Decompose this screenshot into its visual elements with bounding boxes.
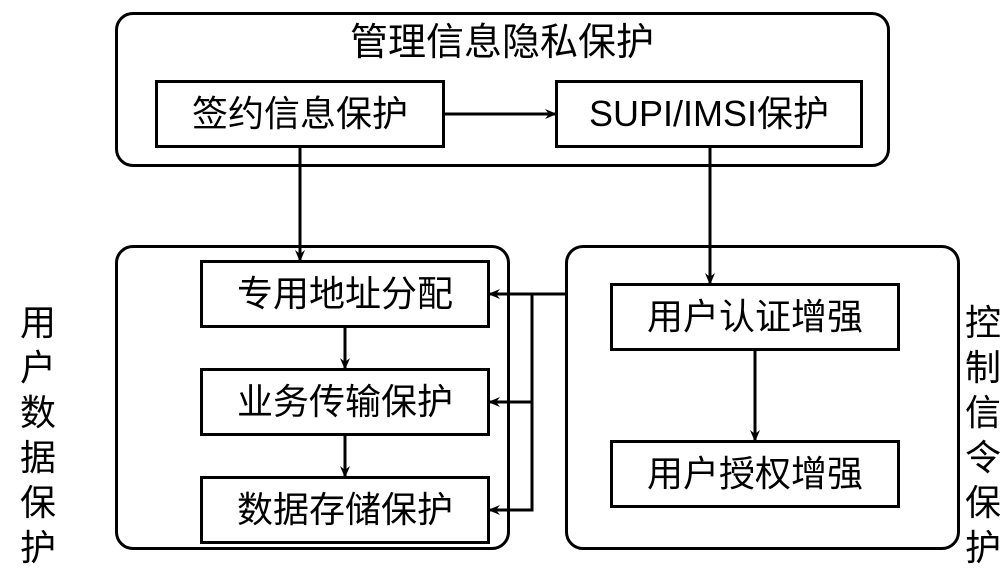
group-top-title: 管理信息隐私保护 (350, 22, 654, 66)
node-authz-label: 用户授权增强 (647, 453, 863, 494)
node-transport: 业务传输保护 (200, 368, 490, 436)
node-contract: 签约信息保护 (155, 80, 445, 148)
node-addr: 专用地址分配 (200, 260, 490, 328)
node-supi: SUPI/IMSI保护 (555, 80, 863, 148)
node-transport-label: 业务传输保护 (237, 381, 453, 422)
node-authn: 用户认证增强 (610, 283, 900, 351)
node-storage-label: 数据存储保护 (237, 489, 453, 530)
node-contract-label: 签约信息保护 (192, 93, 408, 134)
node-addr-label: 专用地址分配 (237, 273, 453, 314)
node-storage: 数据存储保护 (200, 476, 490, 544)
node-supi-label: SUPI/IMSI保护 (589, 93, 829, 134)
side-label-right: 控制信令保护 (965, 300, 1000, 570)
node-authz: 用户授权增强 (610, 440, 900, 508)
node-authn-label: 用户认证增强 (647, 296, 863, 337)
side-label-left: 用户数据保护 (20, 300, 56, 570)
